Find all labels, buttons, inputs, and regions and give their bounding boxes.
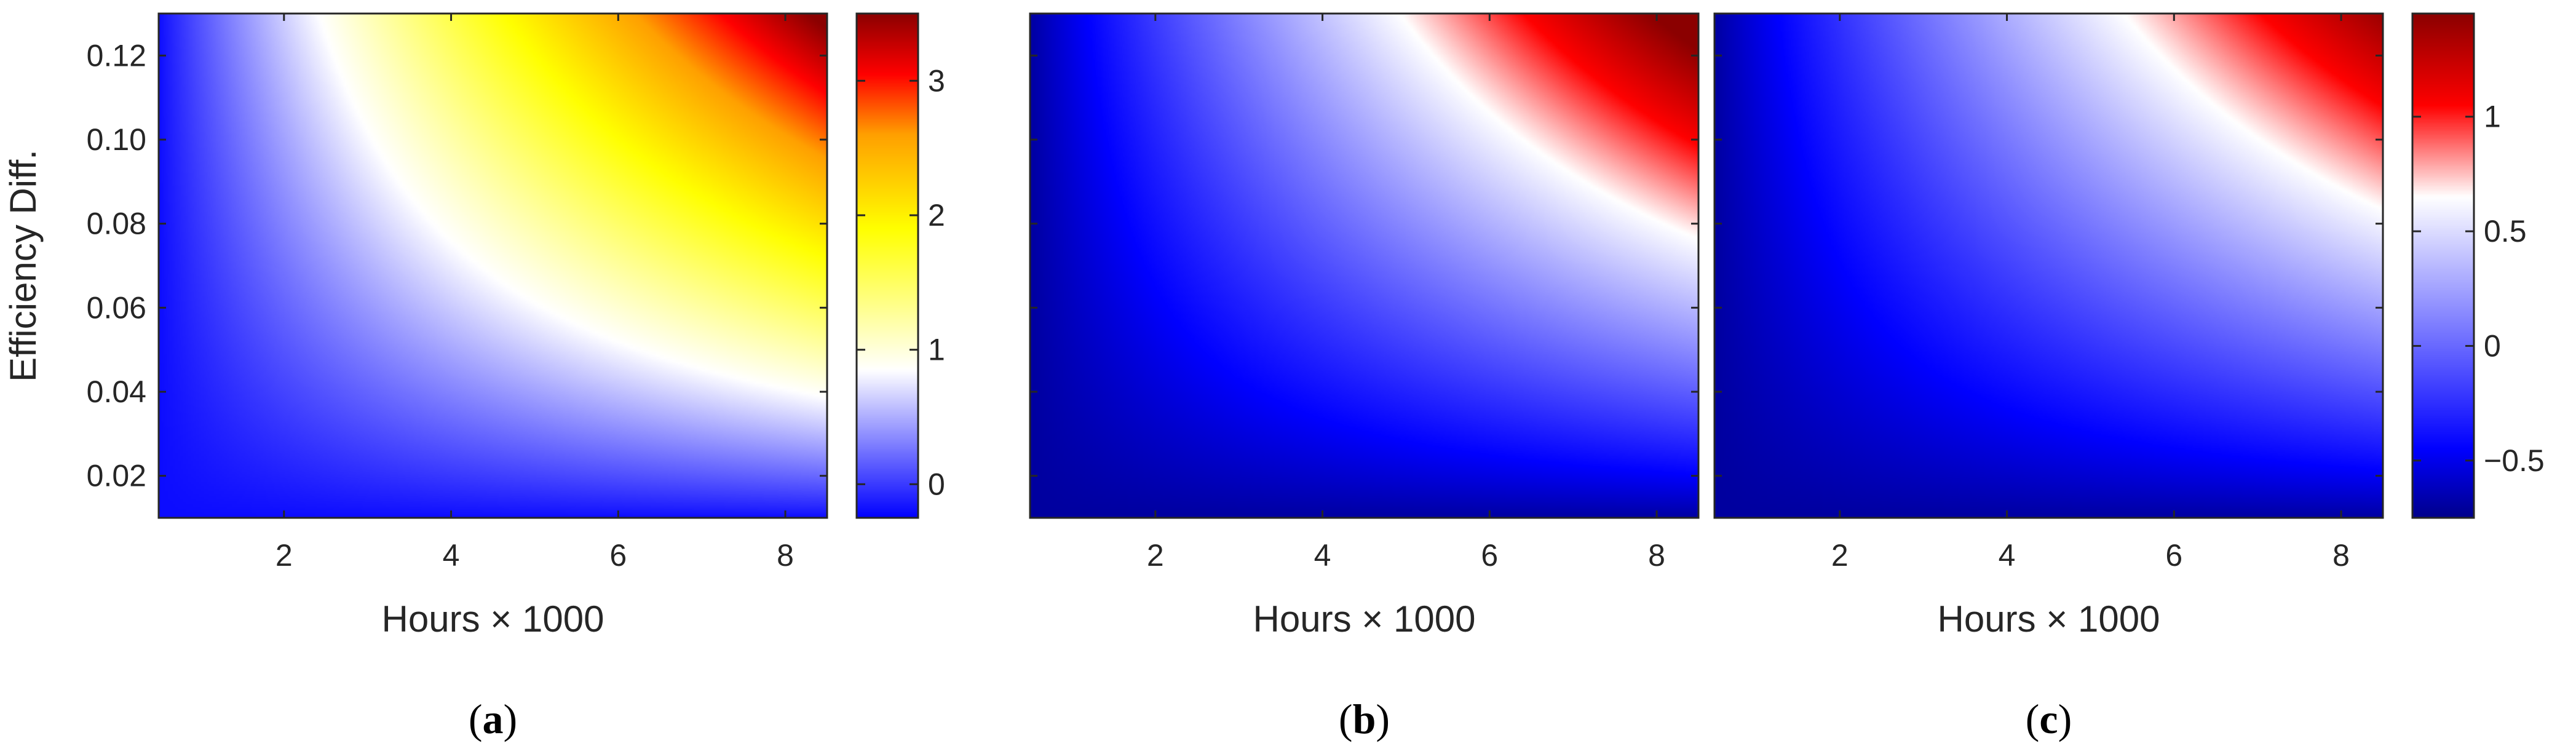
- x-tick-label: 2: [1831, 538, 1849, 573]
- panel-label: (b): [1339, 696, 1390, 742]
- colorbar-frame: [2411, 12, 2475, 519]
- colorbar-tick-label: 0: [928, 467, 945, 501]
- y-tick-label: 0.02: [87, 459, 146, 493]
- x-tick-label: 6: [609, 538, 627, 573]
- colorbar-gradient: [2412, 14, 2474, 518]
- x-axis-label: Hours × 1000: [1938, 598, 2160, 640]
- colorbar-tick-label: 0.5: [2484, 214, 2527, 248]
- x-tick-label: 2: [275, 538, 293, 573]
- heatmap-panel-a: [159, 14, 827, 518]
- y-tick-label: 0.04: [87, 375, 146, 409]
- axes-frames: [157, 12, 2475, 519]
- x-tick-label: 4: [1999, 538, 2016, 573]
- x-tick-label: 4: [443, 538, 460, 573]
- x-axis-label: Hours × 1000: [1253, 598, 1476, 640]
- panel-label: (a): [469, 696, 517, 742]
- y-tick-label: 0.06: [87, 290, 146, 325]
- colorbar-tick-label: 2: [928, 198, 945, 232]
- y-axis-label: Efficiency Diff.: [2, 149, 44, 382]
- text-labels: 2 4 6 8 0.02 0.04 0.06 0.08 0.10 0.12 Hours × 1000…: [2, 38, 2545, 742]
- x-tick-label: 8: [777, 538, 794, 573]
- x-tick-label: 8: [2332, 538, 2350, 573]
- colorbar-tick-label: 0: [2484, 328, 2501, 363]
- axes-frame-b: [1029, 12, 1700, 519]
- x-tick-label: 4: [1314, 538, 1331, 573]
- y-tick-label: 0.08: [87, 207, 146, 241]
- panel-letter: c: [2039, 696, 2058, 742]
- x-tick-label: 6: [2165, 538, 2182, 573]
- x-axis-label: Hours × 1000: [382, 598, 604, 640]
- heatmap-images: [159, 14, 2474, 518]
- heatmap-panel-b: [1030, 14, 1698, 518]
- x-tick-label: 2: [1147, 538, 1164, 573]
- colorbar-gradient: [857, 14, 918, 518]
- y-tick-label: 0.10: [87, 122, 146, 157]
- axes-frame-a: [157, 12, 828, 519]
- x-tick-label: 8: [1648, 538, 1665, 573]
- x-tick-label: 6: [1481, 538, 1498, 573]
- axes-frame-c: [1713, 12, 2384, 519]
- panel-letter: a: [483, 696, 504, 742]
- colorbar-tick-label: 1: [928, 333, 945, 367]
- colorbar-tick-label: 3: [928, 63, 945, 98]
- colorbar-frame: [855, 12, 919, 519]
- panel-label: (c): [2026, 696, 2072, 742]
- heatmap-panel-c: [1714, 14, 2383, 518]
- panel-letter: b: [1353, 696, 1376, 742]
- colorbar-tick-label: 1: [2484, 100, 2501, 134]
- colorbar-tick-label: −0.5: [2484, 443, 2545, 478]
- y-tick-label: 0.12: [87, 38, 146, 73]
